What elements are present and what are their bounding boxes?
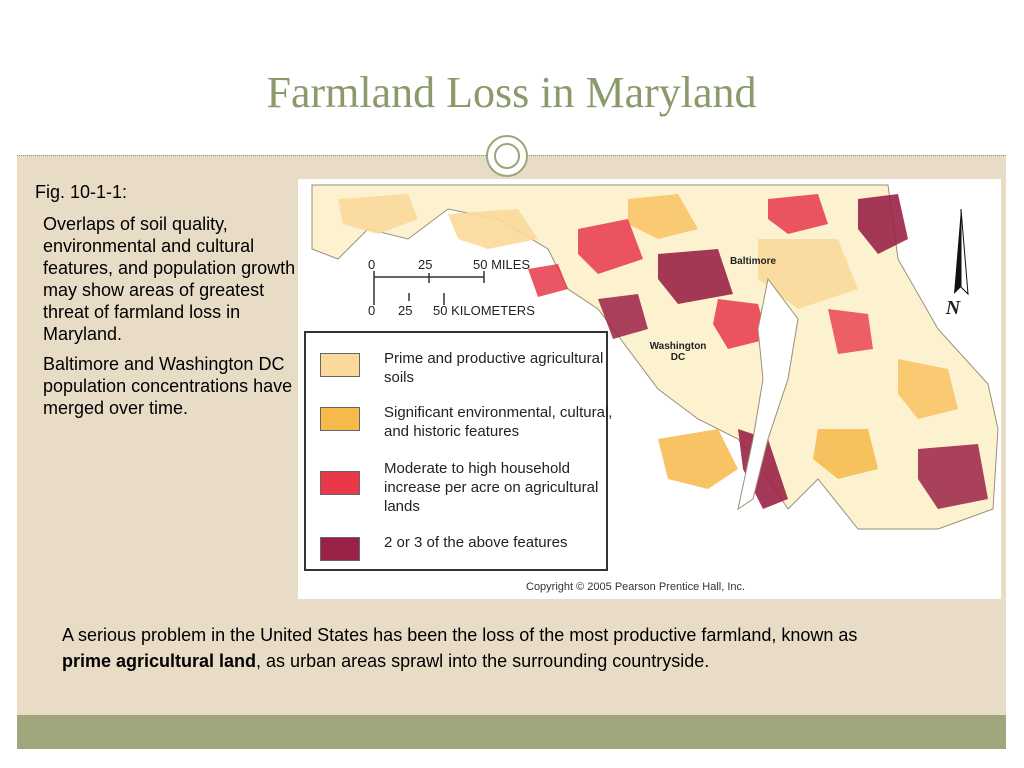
maryland-map: 0 25 50 MILES 0 25 50 KILOMETERS Baltimo… (298, 179, 1001, 599)
scale-km-50: 50 KILOMETERS (433, 303, 535, 318)
washington-label: Washington DC (649, 341, 707, 363)
scale-km-25: 25 (398, 303, 413, 318)
legend-label: Moderate to high household increase per … (384, 460, 599, 515)
bottom-text-after: , as urban areas sprawl into the surroun… (256, 651, 710, 671)
legend-swatch (320, 471, 360, 495)
legend-swatch (320, 353, 360, 377)
north-arrow-icon (954, 208, 969, 296)
bottom-text-before: A serious problem in the United States h… (62, 625, 858, 645)
slide-header: Farmland Loss in Maryland (17, 17, 1006, 155)
legend-swatch (320, 537, 360, 561)
figure-description: Fig. 10-1-1: Overlaps of soil quality, e… (35, 181, 305, 427)
scale-miles-50: 50 MILES (473, 257, 531, 272)
bottom-bold-term: prime agricultural land (62, 651, 257, 671)
legend-swatch (320, 407, 360, 431)
figure-paragraph-2: Baltimore and Washington DC population c… (43, 354, 293, 418)
copyright-text: Copyright © 2005 Pearson Prentice Hall, … (526, 581, 746, 593)
baltimore-label: Baltimore (729, 256, 777, 267)
scale-miles-25: 25 (418, 257, 433, 272)
legend-label: Prime and productive agricultural soils (384, 350, 604, 386)
footer-bar (17, 715, 1006, 749)
north-label: N (945, 297, 961, 319)
map-graphic (311, 184, 999, 530)
figure-label: Fig. 10-1-1: (35, 182, 128, 202)
page-title: Farmland Loss in Maryland (266, 68, 757, 117)
map-legend: Prime and productive agricultural soils … (304, 331, 612, 571)
legend-label: 2 or 3 of the above features (384, 534, 568, 551)
circle-ornament-inner (494, 143, 520, 169)
bottom-paragraph: A serious problem in the United States h… (62, 622, 892, 674)
scale-miles-0: 0 (368, 257, 376, 272)
figure-paragraph-1: Overlaps of soil quality, environmental … (43, 214, 296, 344)
scale-bar (373, 271, 485, 305)
scale-km-0: 0 (368, 303, 376, 318)
slide-frame: Farmland Loss in Maryland Fig. 10-1-1: O… (17, 17, 1006, 749)
legend-label: Significant environmental, cultural, and… (384, 404, 613, 440)
circle-ornament-icon (486, 135, 528, 177)
